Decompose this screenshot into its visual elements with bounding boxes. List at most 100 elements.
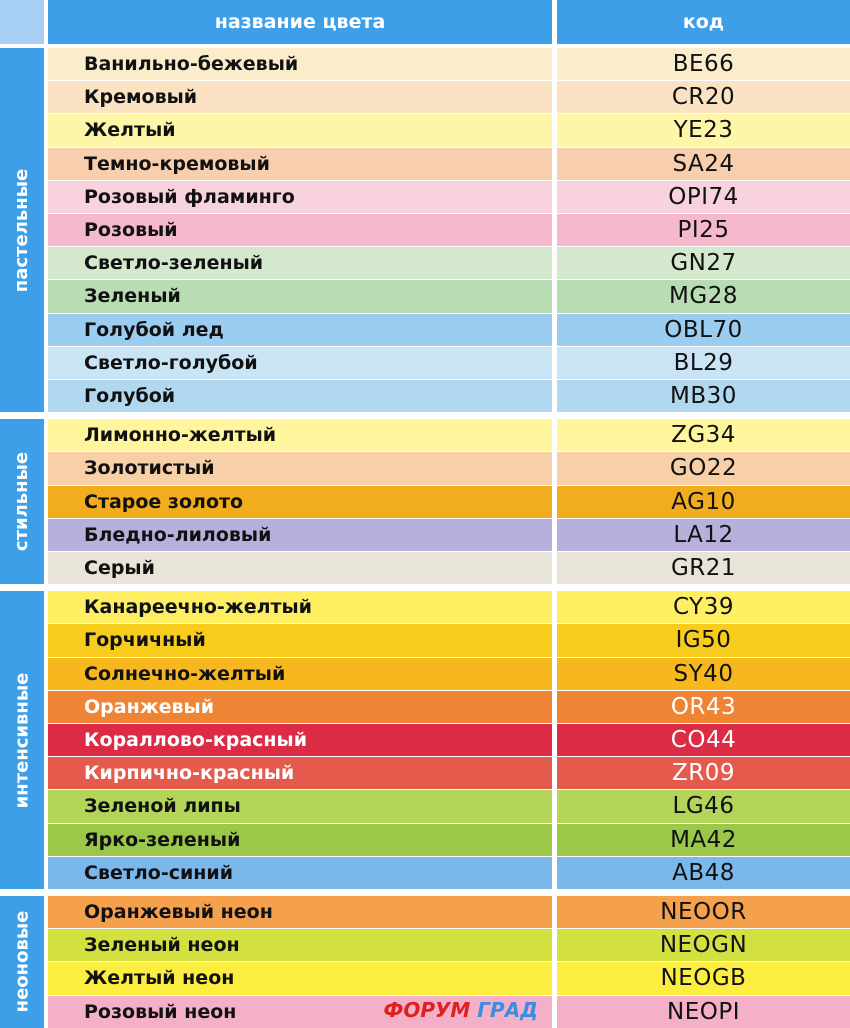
table-row: Канареечно-желтый CY39 — [48, 591, 850, 624]
color-name: Солнечно-желтый — [48, 657, 552, 690]
color-code: IG50 — [557, 624, 850, 657]
header-corner — [0, 0, 44, 44]
color-code: NEOGB — [557, 962, 850, 995]
color-code: CR20 — [557, 81, 850, 114]
color-code: AB48 — [557, 856, 850, 889]
group-label-text: стильные — [11, 452, 33, 552]
color-code: NEOOR — [557, 896, 850, 929]
color-code: GN27 — [557, 247, 850, 280]
watermark-part1: ФОРУМ — [383, 998, 471, 1022]
color-code: CO44 — [557, 724, 850, 757]
color-name: Золотистый — [48, 452, 552, 485]
color-code: NEOPI — [557, 995, 850, 1028]
table-row: Старое золото AG10 — [48, 485, 850, 518]
color-name: Ванильно-бежевый — [48, 48, 552, 81]
group-label: пастельные — [0, 48, 44, 413]
table-row: Кораллово-красный CO44 — [48, 724, 850, 757]
group-label-text: неоновые — [11, 911, 33, 1013]
table-row: Зеленый MG28 — [48, 280, 850, 313]
color-name: Горчичный — [48, 624, 552, 657]
color-code: ZG34 — [557, 419, 850, 452]
table-row: Серый GR21 — [48, 552, 850, 585]
group-label: стильные — [0, 419, 44, 585]
color-code: GR21 — [557, 552, 850, 585]
table-row: Розовый фламинго OPI74 — [48, 180, 850, 213]
table-row: Оранжевый OR43 — [48, 690, 850, 723]
table-row: Кремовый CR20 — [48, 81, 850, 114]
color-code: CY39 — [557, 591, 850, 624]
table-row: Кирпично-красный ZR09 — [48, 757, 850, 790]
color-code: SA24 — [557, 147, 850, 180]
color-name: Голубой лед — [48, 313, 552, 346]
table-row: Голубой лед OBL70 — [48, 313, 850, 346]
color-name: Ярко-зеленый — [48, 823, 552, 856]
color-name: Серый — [48, 552, 552, 585]
color-code: YE23 — [557, 114, 850, 147]
table-row: Розовый неон NEOPI — [48, 995, 850, 1028]
color-name: Светло-синий — [48, 856, 552, 889]
table-row: Светло-голубой BL29 — [48, 346, 850, 379]
color-code: GO22 — [557, 452, 850, 485]
table-row: Ванильно-бежевый BE66 — [48, 48, 850, 81]
table-row: Бледно-лиловый LA12 — [48, 518, 850, 551]
color-name: Светло-голубой — [48, 346, 552, 379]
table-row: Желтый неон NEOGB — [48, 962, 850, 995]
color-name: Желтый — [48, 114, 552, 147]
table-row: Зеленый неон NEOGN — [48, 929, 850, 962]
color-name: Светло-зеленый — [48, 247, 552, 280]
group-label: интенсивные — [0, 591, 44, 889]
color-code: LA12 — [557, 518, 850, 551]
table-row: Светло-зеленый GN27 — [48, 247, 850, 280]
color-name: Кораллово-красный — [48, 724, 552, 757]
color-name: Темно-кремовый — [48, 147, 552, 180]
color-name: Канареечно-желтый — [48, 591, 552, 624]
header-name-column: название цвета — [48, 0, 552, 44]
color-code: MG28 — [557, 280, 850, 313]
table-row: Золотистый GO22 — [48, 452, 850, 485]
color-name: Бледно-лиловый — [48, 518, 552, 551]
table-row: Светло-синий AB48 — [48, 856, 850, 889]
color-code: LG46 — [557, 790, 850, 823]
color-name: Оранжевый — [48, 690, 552, 723]
watermark-part2: ГРАД — [477, 998, 538, 1022]
color-code: OPI74 — [557, 180, 850, 213]
color-code: PI25 — [557, 214, 850, 247]
color-code: AG10 — [557, 485, 850, 518]
color-name: Зеленый неон — [48, 929, 552, 962]
color-code: SY40 — [557, 657, 850, 690]
table-row: Оранжевый неон NEOOR — [48, 896, 850, 929]
header-code-column: код — [557, 0, 850, 44]
color-name: Розовый фламинго — [48, 180, 552, 213]
group-label-text: пастельные — [11, 168, 33, 292]
watermark-logo: ФОРУМ ГРАД — [384, 998, 539, 1022]
color-name: Голубой — [48, 380, 552, 413]
group-label: неоновые — [0, 896, 44, 1028]
color-name: Кирпично-красный — [48, 757, 552, 790]
table-row: Солнечно-желтый SY40 — [48, 657, 850, 690]
table-row: Ярко-зеленый MA42 — [48, 823, 850, 856]
color-name: Кремовый — [48, 81, 552, 114]
color-name: Старое золото — [48, 485, 552, 518]
color-name: Зеленой липы — [48, 790, 552, 823]
color-code: OR43 — [557, 690, 850, 723]
color-code: OBL70 — [557, 313, 850, 346]
color-code: NEOGN — [557, 929, 850, 962]
color-name: Зеленый — [48, 280, 552, 313]
table-row: Лимонно-желтый ZG34 — [48, 419, 850, 452]
table-row: Желтый YE23 — [48, 114, 850, 147]
group-label-text: интенсивные — [11, 672, 33, 808]
table-row: Горчичный IG50 — [48, 624, 850, 657]
color-code: BE66 — [557, 48, 850, 81]
color-name: Оранжевый неон — [48, 896, 552, 929]
color-name: Лимонно-желтый — [48, 419, 552, 452]
color-name: Розовый — [48, 214, 552, 247]
table-row: Зеленой липы LG46 — [48, 790, 850, 823]
table-row: Темно-кремовый SA24 — [48, 147, 850, 180]
color-code: ZR09 — [557, 757, 850, 790]
color-name: Желтый неон — [48, 962, 552, 995]
color-code: MA42 — [557, 823, 850, 856]
color-code: MB30 — [557, 380, 850, 413]
color-code: BL29 — [557, 346, 850, 379]
color-name: Розовый неон — [48, 995, 552, 1028]
table-row: Голубой MB30 — [48, 380, 850, 413]
